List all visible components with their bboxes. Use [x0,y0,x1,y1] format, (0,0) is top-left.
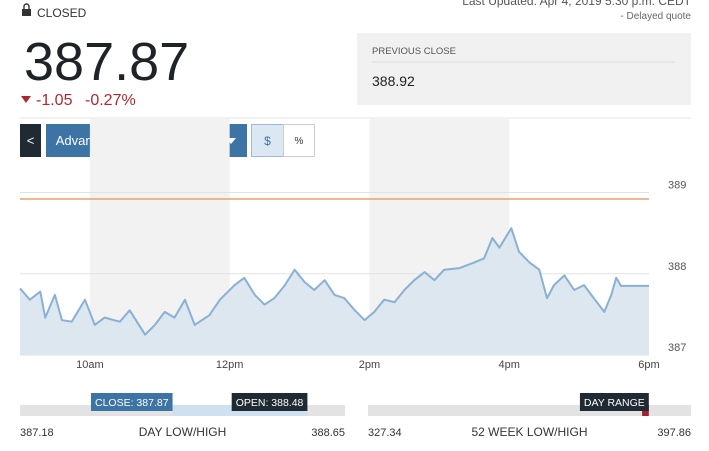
percent-toggle[interactable]: % [283,124,315,157]
previous-close-value: 388.92 [372,73,415,89]
range-track [368,405,691,416]
lock-icon [22,3,31,16]
dollar-toggle[interactable]: $ [251,124,284,157]
market-status: CLOSED [37,6,87,20]
marker-flag [579,393,649,411]
range-high: 397.86 [657,427,691,439]
dollar-label: $ [264,134,271,148]
x-tick-label: 2pm [359,359,380,371]
y-tick-label: 388 [668,261,686,273]
marker-flag [231,393,308,411]
x-tick-label: 6pm [638,359,659,371]
down-arrow [21,96,31,103]
price: 387.87 [24,32,189,92]
x-tick-label: 10am [76,359,104,371]
y-tick-label: 387 [668,342,686,354]
y-tick-label: 389 [668,180,686,192]
shaded-band [89,118,230,355]
last-updated: Last Updated: Apr 4, 2019 5:30 p.m. CEDT [462,0,691,8]
range-label: DAY LOW/HIGH [139,425,227,439]
marker-label: DAY RANGE [584,397,645,409]
range-low: 327.34 [368,427,402,439]
previous-close-label: PREVIOUS CLOSE [372,46,456,57]
range-label: 52 WEEK LOW/HIGH [471,425,587,439]
previous-close-box [357,33,691,105]
x-tick-label: 12pm [216,359,244,371]
change-percent: -0.27% [85,92,136,109]
marker-flag [91,393,173,411]
range-high: 388.65 [311,427,345,439]
marker-label: CLOSE: 387.87 [95,397,169,409]
price-line [19,227,649,336]
change: -1.05 [36,92,73,109]
back-label: < [27,133,35,148]
percent-label: % [295,136,304,147]
area [20,228,649,355]
x-tick-label: 4pm [499,359,520,371]
marker-label: OPEN: 388.48 [236,397,304,409]
range-low: 387.18 [20,427,54,439]
back-button[interactable]: < [20,124,41,157]
delayed-note: - Delayed quote [620,11,691,22]
